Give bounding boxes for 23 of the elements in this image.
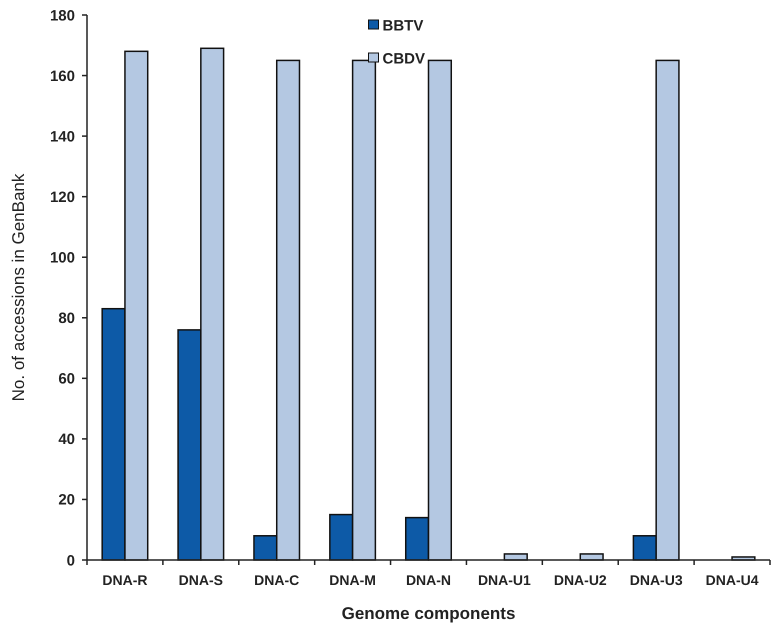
- x-tick-label: DNA-N: [406, 572, 452, 588]
- y-tick-label: 160: [50, 68, 75, 85]
- y-tick-label: 100: [50, 249, 75, 266]
- x-tick-label: DNA-U1: [478, 572, 532, 588]
- x-tick-label: DNA-R: [102, 572, 148, 588]
- y-tick-label: 0: [66, 552, 75, 570]
- x-tick-label: DNA-S: [178, 572, 224, 588]
- x-tick-label: DNA-U2: [554, 572, 607, 588]
- y-tick-label: 140: [50, 128, 75, 146]
- y-tick-label: 120: [50, 188, 75, 206]
- x-tick-label: DNA-U3: [630, 572, 683, 588]
- y-tick-label: 40: [58, 431, 75, 448]
- y-tick-label: 80: [58, 310, 75, 328]
- x-tick-label: DNA-M: [329, 572, 376, 588]
- y-axis-title: No. of accessions in GenBank: [9, 173, 28, 402]
- y-tick-label: 60: [58, 370, 75, 388]
- x-axis-title: Genome components: [342, 604, 516, 623]
- y-tick-label: 180: [50, 7, 75, 24]
- y-tick-label: 20: [58, 492, 75, 509]
- x-tick-label: DNA-C: [254, 572, 300, 588]
- legend-label: CBDV: [382, 50, 426, 68]
- legend-label: BBTV: [382, 17, 424, 34]
- x-tick-label: DNA-U4: [706, 572, 759, 588]
